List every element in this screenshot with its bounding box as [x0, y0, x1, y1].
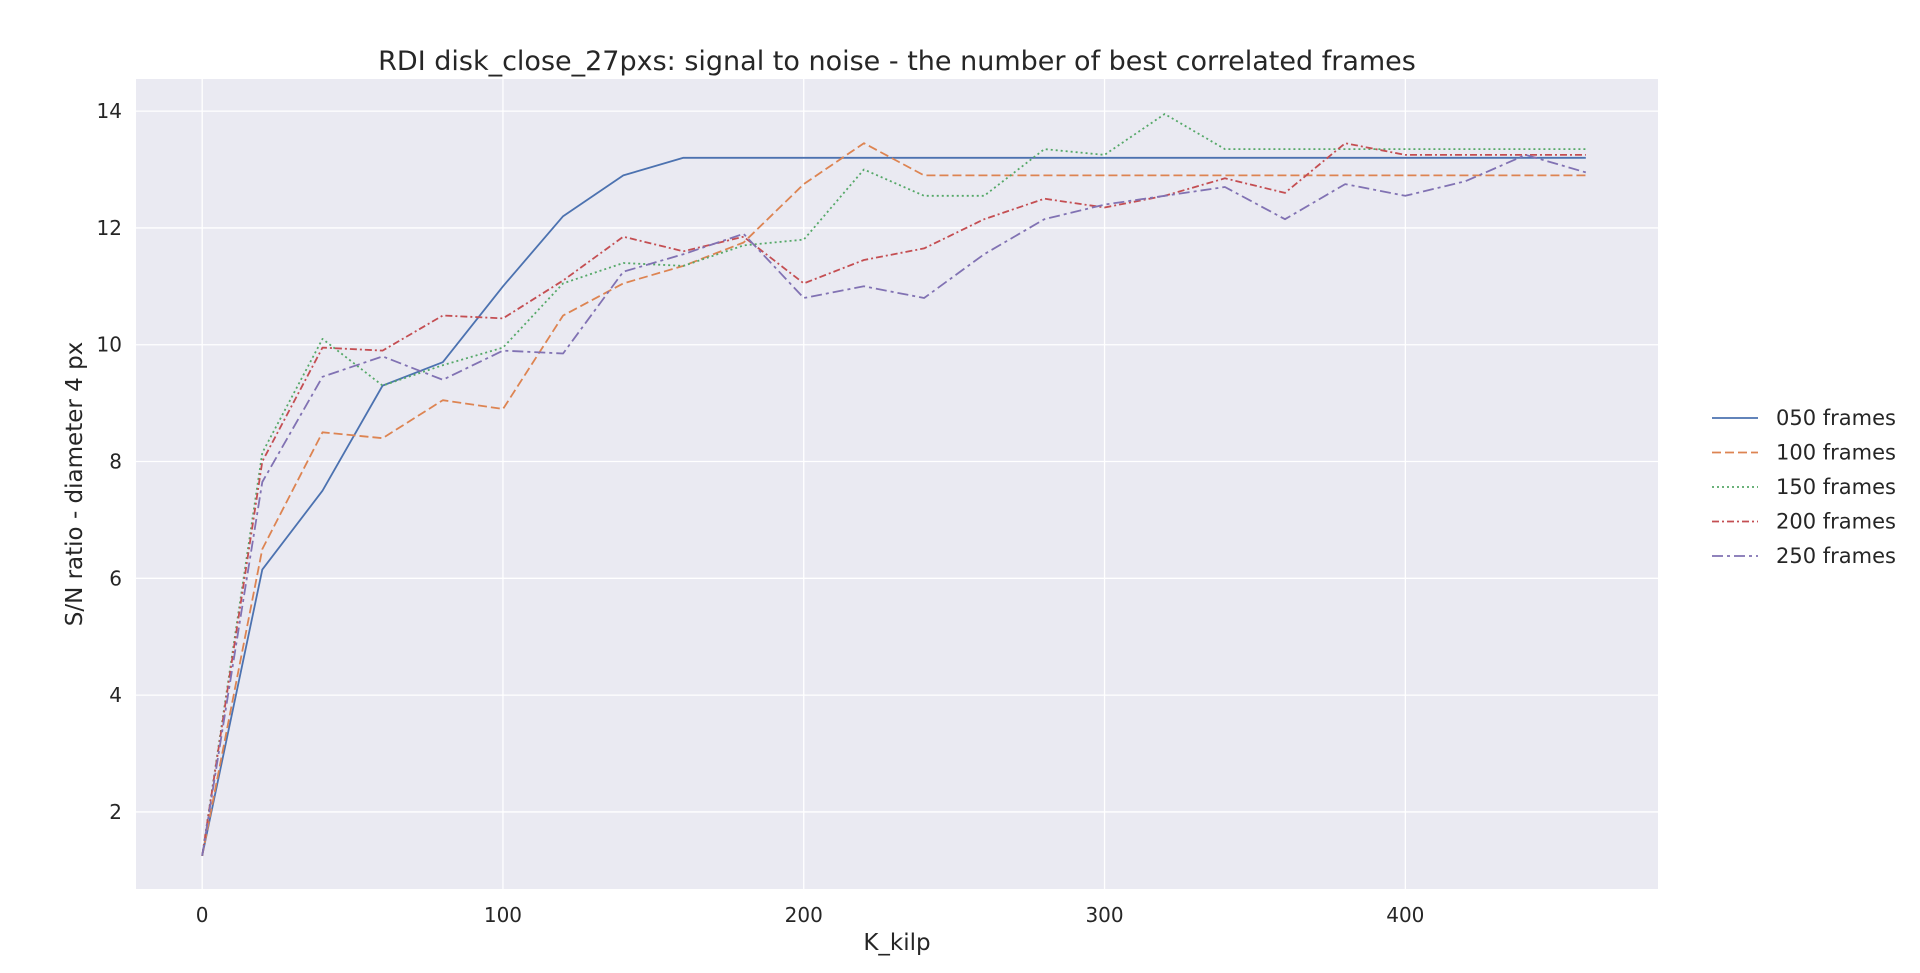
y-tick-label: 8	[109, 450, 122, 474]
x-tick-label: 300	[1085, 903, 1123, 927]
y-tick-label: 4	[109, 683, 122, 707]
x-tick-label: 400	[1386, 903, 1424, 927]
legend: 050 frames 100 frames 150 frames 200 frames…	[1712, 406, 1896, 568]
x-tick-label: 100	[484, 903, 522, 927]
chart-title: RDI disk_close_27pxs: signal to noise - …	[378, 46, 1416, 77]
legend-label: 150 frames	[1776, 475, 1896, 499]
series-lines	[201, 113, 1587, 856]
y-tick-label: 10	[97, 333, 122, 357]
legend-label: 250 frames	[1776, 544, 1896, 568]
y-tick-label: 6	[109, 566, 122, 590]
plot-background	[136, 79, 1658, 889]
series-line	[201, 156, 1586, 856]
series-line	[201, 113, 1586, 856]
x-tick-label: 200	[785, 903, 823, 927]
legend-label: 050 frames	[1776, 406, 1896, 430]
series-line	[201, 153, 1587, 856]
series-line	[201, 142, 1586, 856]
y-tick-label: 2	[109, 800, 122, 824]
legend-label: 100 frames	[1776, 441, 1896, 465]
legend-label: 200 frames	[1776, 510, 1896, 534]
y-axis-title: S/N ratio - diameter 4 px	[62, 342, 88, 627]
y-tick-label: 14	[97, 99, 122, 123]
x-tick-label: 0	[196, 903, 209, 927]
x-tick-labels: 0 100 200 300 400	[196, 903, 1425, 927]
grid-lines	[136, 79, 1658, 889]
series-line	[201, 142, 1586, 856]
x-axis-title: K_kilp	[863, 930, 930, 956]
y-tick-label: 12	[97, 216, 122, 240]
y-tick-labels: 2 4 6 8 10 12 14	[97, 99, 122, 824]
